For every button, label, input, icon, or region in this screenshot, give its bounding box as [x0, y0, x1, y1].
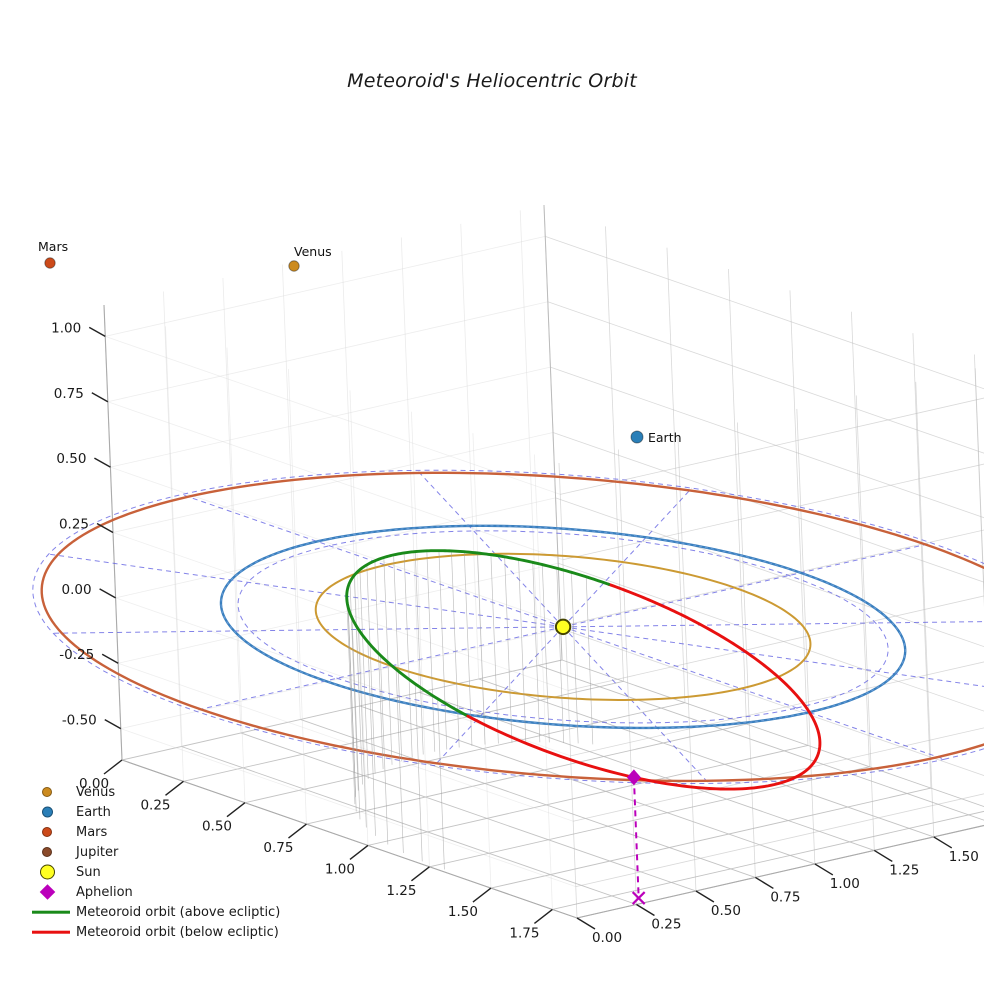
axes-panes: [103, 204, 984, 919]
legend-label: Sun: [76, 864, 101, 880]
legend-label: Meteoroid orbit (below ecliptic): [76, 924, 279, 940]
legend: Venus Earth Mars Jupiter Sun Aphelion Meteoroi…: [30, 782, 280, 942]
legend-item[interactable]: Sun: [30, 862, 280, 882]
z-tick-label: 0.25: [59, 517, 89, 533]
aphelion-marker-group: [626, 769, 646, 905]
legend-dot-icon: [30, 822, 76, 842]
legend-label: Mars: [76, 824, 108, 840]
legend-dot-icon: [30, 782, 76, 802]
z-tick-label: 0.00: [62, 582, 92, 598]
aphelion-ground-marker: [631, 891, 646, 905]
legend-item[interactable]: Meteoroid orbit (below ecliptic): [30, 922, 280, 942]
legend-item[interactable]: Earth: [30, 802, 280, 822]
legend-dot-icon: [30, 802, 76, 822]
x-tick-label: 1.75: [509, 925, 539, 941]
ecliptic-reference-grid: [32, 469, 984, 785]
planet-orbits: [40, 471, 984, 783]
z-tick-label: -0.50: [62, 713, 97, 729]
label-earth: Earth: [648, 430, 682, 445]
venus-marker[interactable]: [288, 260, 300, 272]
aphelion-marker[interactable]: [626, 769, 641, 786]
x-tick-label: 1.50: [448, 904, 478, 920]
legend-item[interactable]: Mars: [30, 822, 280, 842]
x-tick-label: 1.25: [386, 883, 416, 899]
y-tick-label: 0.75: [770, 889, 800, 905]
y-tick-label: 1.00: [830, 876, 860, 892]
legend-label: Meteoroid orbit (above ecliptic): [76, 904, 281, 920]
body-labels: Mars Venus Earth: [38, 239, 682, 445]
bodies: [44, 257, 644, 636]
aphelion-drop-line: [632, 777, 640, 899]
legend-line-icon: [30, 902, 76, 922]
legend-item[interactable]: Aphelion: [30, 882, 280, 902]
meteoroid-orbit: [345, 549, 822, 791]
z-tick-label: 1.00: [51, 320, 81, 336]
y-tick-label: 0.25: [651, 916, 681, 932]
meteoroid-above-ecliptic: [345, 549, 535, 718]
legend-item[interactable]: Meteoroid orbit (above ecliptic): [30, 902, 280, 922]
axis-ticks: 0.00 0.25 0.50 0.75 1.00 1.25 1.50 1.75 0.00 0.25…: [51, 320, 979, 946]
meteoroid-above-ecliptic: [531, 560, 611, 586]
legend-item[interactable]: Venus: [30, 782, 280, 802]
x-tick-label: 1.00: [325, 861, 355, 877]
y-tick-label: 1.50: [949, 849, 979, 865]
venus-orbit: [314, 552, 812, 701]
legend-label: Earth: [76, 804, 111, 820]
y-tick-label: 0.00: [592, 930, 622, 946]
legend-dot-icon: [30, 862, 76, 882]
legend-label: Jupiter: [76, 844, 119, 860]
x-tick-label: 0.50: [202, 819, 232, 835]
y-tick-label: 0.50: [711, 903, 741, 919]
earth-marker[interactable]: [630, 430, 644, 444]
z-tick-label: 0.75: [54, 386, 84, 402]
y-tick-label: 1.25: [889, 862, 919, 878]
label-venus: Venus: [294, 244, 332, 259]
x-tick-label: 0.00: [79, 776, 109, 792]
x-tick-label: 0.25: [140, 797, 170, 813]
mars-marker[interactable]: [44, 257, 56, 269]
legend-diamond-icon: [30, 882, 76, 902]
mars-orbit: [40, 471, 984, 783]
meteoroid-stems: [346, 550, 594, 870]
x-tick-label: 0.75: [263, 840, 293, 856]
legend-item[interactable]: Jupiter: [30, 842, 280, 862]
z-tick-label: 0.50: [56, 451, 86, 467]
label-mars: Mars: [38, 239, 68, 254]
legend-label: Venus: [76, 784, 116, 800]
page-title: Meteoroid's Heliocentric Orbit: [347, 70, 637, 92]
z-tick-label: -0.25: [59, 647, 94, 663]
sun-marker[interactable]: [554, 618, 572, 636]
legend-label: Aphelion: [76, 884, 133, 900]
legend-line-icon: [30, 922, 76, 942]
meteoroid-below-ecliptic: [466, 582, 822, 791]
earth-orbit-dashed: [220, 525, 906, 729]
legend-dot-icon: [30, 842, 76, 862]
